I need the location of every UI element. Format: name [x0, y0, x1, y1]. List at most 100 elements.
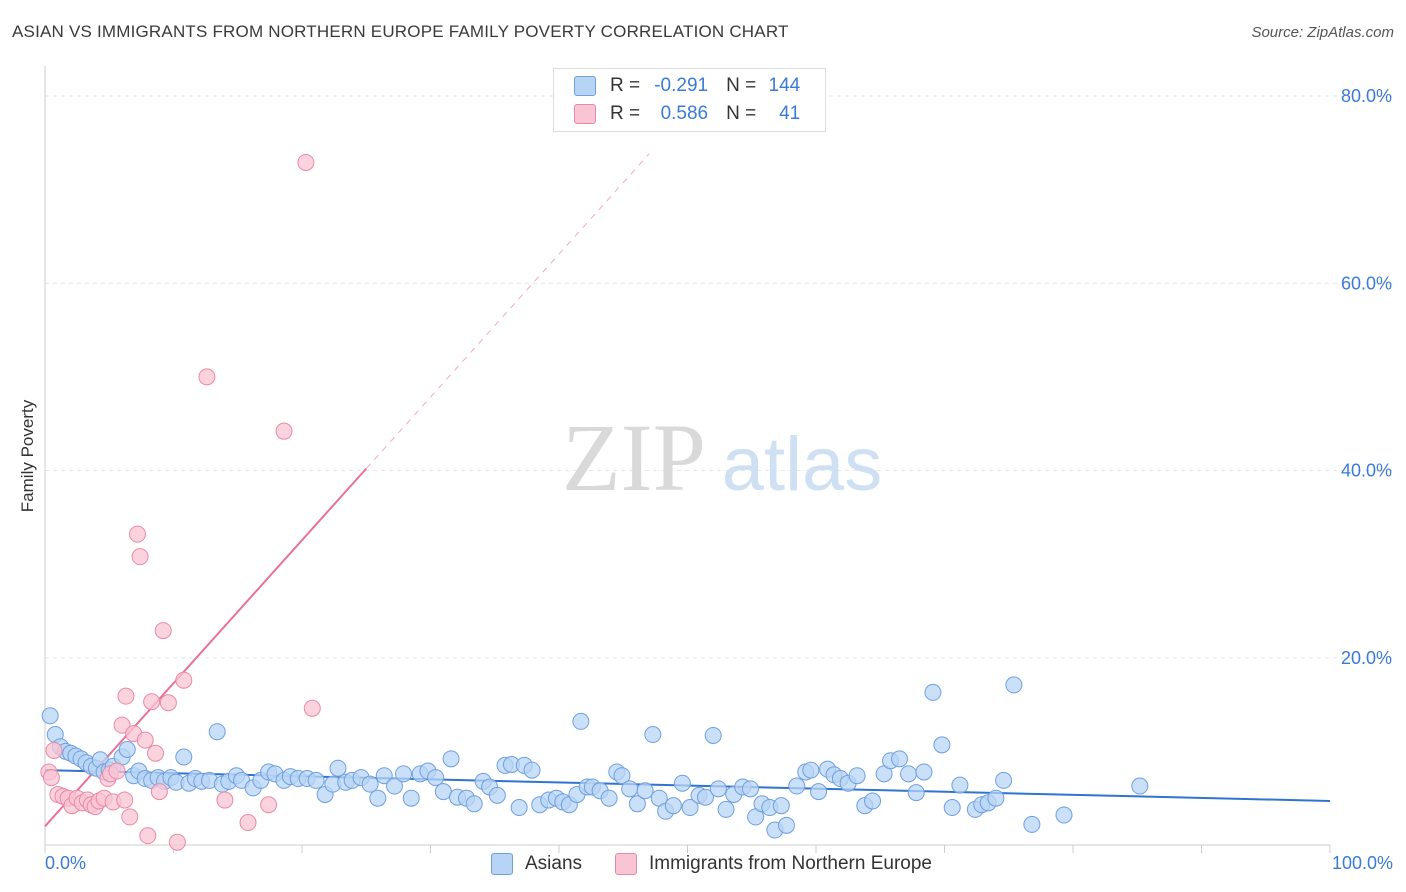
legend-row-northern-europe: R = 0.586 N = 41 [574, 101, 800, 127]
asian-point [427, 769, 445, 787]
northern-europe-point [275, 422, 293, 440]
northern-europe-point [129, 525, 147, 543]
northern-europe-point [175, 671, 193, 689]
northern-europe-point [116, 791, 134, 809]
northern-europe-point [260, 796, 278, 814]
northern-europe-trend-extension [365, 153, 650, 469]
northern-europe-point [154, 622, 172, 640]
asian-point [696, 788, 714, 806]
northern-europe-point [147, 744, 165, 762]
y-tick-label: 80.0% [1341, 86, 1392, 106]
northern-europe-point [297, 153, 315, 171]
asian-point [621, 780, 639, 798]
asian-point [681, 799, 699, 817]
bottom-legend-northern-europe[interactable]: Immigrants from Northern Europe [615, 851, 932, 877]
asian-point [386, 777, 404, 795]
correlation-legend: R = -0.291 N = 144 R = 0.586 N = 41 [553, 68, 826, 132]
northern-europe-point [113, 716, 131, 734]
asian-point [717, 800, 735, 818]
asian-point [907, 784, 925, 802]
asian-point [1023, 815, 1041, 833]
asian-point [951, 776, 969, 794]
asian-point [375, 767, 393, 785]
asian-point [118, 741, 136, 759]
asian-point [442, 750, 460, 768]
y-tick-label: 20.0% [1341, 648, 1392, 668]
asian-point [41, 707, 59, 725]
legend-swatch-asians [574, 76, 596, 96]
asian-point [434, 783, 452, 801]
legend-r-value-northern-europe: 0.586 [660, 103, 709, 124]
northern-europe-point [216, 791, 234, 809]
northern-europe-point [198, 368, 216, 386]
legend-n-label: N = [726, 103, 757, 124]
asian-point [933, 736, 951, 754]
legend-r-label: R = [610, 75, 641, 96]
asian-point [741, 780, 759, 798]
asian-point [1131, 777, 1149, 795]
gridlines [45, 95, 1392, 659]
asian-point [488, 786, 506, 804]
x-tick-label-min: 0.0% [45, 853, 86, 873]
asian-point [600, 789, 618, 807]
asian-point [307, 771, 325, 789]
bottom-legend-label-asians: Asians [525, 853, 583, 874]
asian-point [891, 750, 909, 768]
northern-europe-point [131, 548, 149, 566]
northern-europe-point [139, 827, 157, 845]
northern-europe-point [136, 731, 154, 749]
northern-europe-point [45, 741, 63, 759]
bottom-legend-swatch-northern-europe [615, 853, 637, 875]
asian-point [777, 816, 795, 834]
legend-n-label: N = [726, 75, 757, 96]
legend-r-value-asians: -0.291 [654, 75, 709, 96]
asian-point [329, 759, 347, 777]
watermark: ZIP atlas [562, 404, 882, 511]
asian-point [175, 748, 193, 766]
watermark-zip: ZIP [562, 404, 706, 511]
bottom-legend-asians[interactable]: Asians [491, 851, 582, 877]
asian-point [402, 789, 420, 807]
asian-point [664, 797, 682, 815]
asian-point [802, 761, 820, 779]
asian-point [995, 771, 1013, 789]
watermark-atlas: atlas [722, 422, 883, 507]
legend-n-value-northern-europe: 41 [779, 103, 801, 124]
tick-labels: 80.0% 60.0% 40.0% 20.0% 0.0% 100.0% [45, 86, 1393, 873]
northern-europe-point [159, 694, 177, 712]
asian-point [673, 774, 691, 792]
legend-row-asians: R = -0.291 N = 144 [574, 73, 800, 99]
chart-title: ASIAN VS IMMIGRANTS FROM NORTHERN EUROPE… [12, 22, 789, 41]
asian-point [644, 726, 662, 744]
source-label: Source: ZipAtlas.com [1251, 24, 1394, 41]
northern-europe-point [239, 814, 257, 832]
asian-point [900, 765, 918, 783]
x-tick-label-max: 100.0% [1332, 853, 1393, 873]
asian-point [864, 792, 882, 810]
asian-point [523, 761, 541, 779]
asian-point [1005, 676, 1023, 694]
data-points [40, 153, 1149, 851]
asian-point [709, 780, 727, 798]
asian-point [628, 795, 646, 813]
northern-europe-point [117, 687, 135, 705]
asian-point [572, 712, 590, 730]
northern-europe-point [121, 808, 139, 826]
northern-europe-point [143, 693, 161, 711]
asian-point [208, 723, 226, 741]
y-tick-label: 40.0% [1341, 461, 1392, 481]
legend-swatch-northern-europe [574, 104, 596, 124]
y-tick-label: 60.0% [1341, 273, 1392, 293]
asian-point [510, 799, 528, 817]
asian-point [788, 777, 806, 795]
asian-point [369, 789, 387, 807]
bottom-legend-label-northern-europe: Immigrants from Northern Europe [649, 853, 932, 874]
northern-europe-point [42, 769, 60, 787]
asian-point [943, 799, 961, 817]
bottom-legend-swatch-asians [491, 853, 513, 875]
northern-europe-point [108, 762, 126, 780]
legend-r-label: R = [610, 103, 641, 124]
asian-point [361, 775, 379, 793]
asian-point [915, 763, 933, 781]
